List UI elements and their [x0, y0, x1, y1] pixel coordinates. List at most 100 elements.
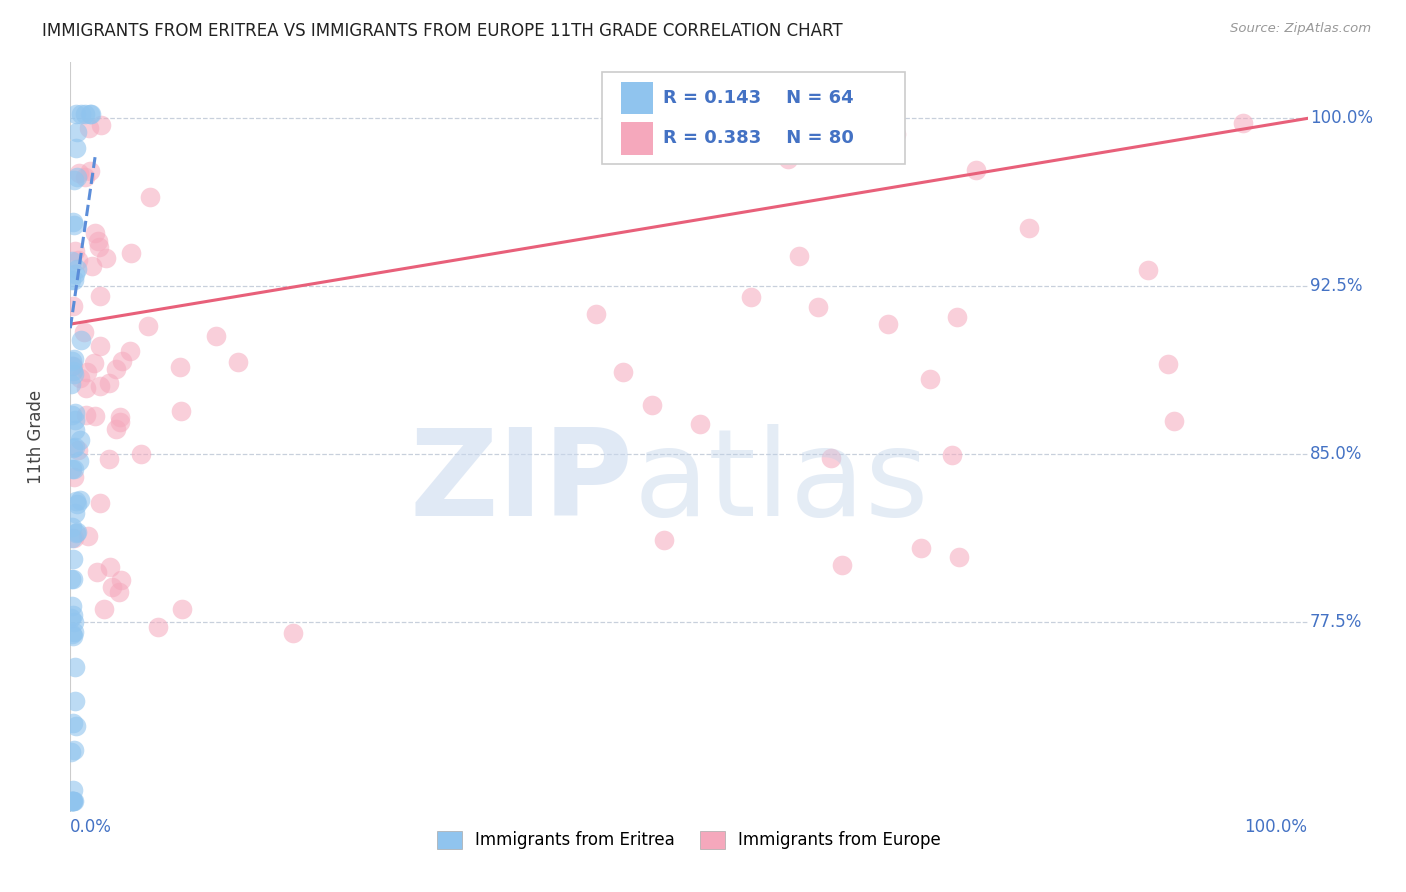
- Point: [62, 273, 84, 287]
- Text: 77.5%: 77.5%: [1310, 613, 1362, 631]
- Text: R = 0.383    N = 80: R = 0.383 N = 80: [664, 129, 853, 147]
- Point: [105, 422, 128, 436]
- Text: atlas: atlas: [633, 424, 929, 541]
- Point: [63, 423, 86, 437]
- Point: [65, 493, 87, 508]
- Point: [170, 403, 193, 417]
- Point: [63, 506, 86, 520]
- Point: [778, 153, 800, 167]
- Point: [858, 139, 880, 153]
- Point: [65, 141, 87, 155]
- Point: [63, 743, 86, 757]
- Point: [131, 447, 153, 461]
- Point: [60, 359, 83, 374]
- Point: [1163, 414, 1185, 428]
- Point: [62, 462, 84, 476]
- Point: [86, 234, 108, 248]
- Point: [60, 520, 83, 534]
- Point: [60, 793, 83, 807]
- Point: [66, 170, 89, 185]
- Point: [63, 352, 86, 367]
- Point: [787, 249, 810, 263]
- Point: [612, 365, 634, 379]
- Point: [63, 413, 86, 427]
- Point: [60, 461, 83, 475]
- Point: [63, 470, 86, 484]
- Text: 92.5%: 92.5%: [1310, 277, 1362, 295]
- Point: [72, 325, 94, 339]
- Point: [66, 125, 89, 139]
- Point: [60, 626, 83, 640]
- Point: [63, 219, 86, 233]
- Point: [65, 498, 87, 512]
- Point: [98, 560, 121, 574]
- Point: [120, 246, 142, 260]
- Point: [89, 338, 111, 352]
- Point: [80, 107, 103, 121]
- Point: [93, 602, 115, 616]
- Point: [75, 381, 97, 395]
- Point: [1157, 357, 1180, 371]
- Point: [67, 442, 90, 457]
- Point: [948, 549, 970, 564]
- Point: [73, 170, 96, 185]
- Point: [136, 319, 159, 334]
- Point: [644, 145, 666, 159]
- Point: [62, 215, 84, 229]
- Text: 11th Grade: 11th Grade: [27, 390, 45, 484]
- Point: [1136, 263, 1159, 277]
- Point: [920, 372, 942, 386]
- Point: [965, 162, 987, 177]
- Legend: Immigrants from Eritrea, Immigrants from Europe: Immigrants from Eritrea, Immigrants from…: [430, 824, 948, 855]
- Text: IMMIGRANTS FROM ERITREA VS IMMIGRANTS FROM EUROPE 11TH GRADE CORRELATION CHART: IMMIGRANTS FROM ERITREA VS IMMIGRANTS FR…: [42, 22, 842, 40]
- Point: [60, 793, 83, 807]
- Point: [60, 532, 83, 546]
- Point: [70, 333, 93, 347]
- Point: [63, 267, 86, 281]
- Point: [820, 451, 842, 466]
- Point: [97, 376, 120, 391]
- Point: [108, 415, 131, 429]
- Point: [96, 251, 118, 265]
- Text: 100.0%: 100.0%: [1244, 819, 1308, 837]
- Point: [77, 529, 100, 543]
- Point: [62, 572, 84, 586]
- Point: [139, 190, 162, 204]
- Point: [60, 599, 83, 613]
- Point: [62, 368, 84, 382]
- Point: [62, 629, 84, 643]
- Text: 85.0%: 85.0%: [1310, 445, 1362, 463]
- Point: [1232, 116, 1254, 130]
- Point: [946, 310, 969, 324]
- Point: [886, 127, 908, 141]
- Point: [652, 533, 675, 548]
- Point: [831, 558, 853, 572]
- Point: [63, 532, 86, 546]
- Point: [76, 365, 98, 379]
- Point: [80, 260, 103, 274]
- Text: ZIP: ZIP: [409, 424, 633, 541]
- Point: [79, 107, 101, 121]
- Point: [111, 353, 134, 368]
- Point: [228, 355, 250, 369]
- Point: [67, 166, 90, 180]
- Point: [169, 359, 191, 374]
- Point: [62, 793, 84, 807]
- Point: [63, 793, 86, 807]
- Point: [65, 107, 87, 121]
- Point: [62, 793, 84, 807]
- Point: [63, 173, 86, 187]
- FancyBboxPatch shape: [621, 82, 652, 114]
- FancyBboxPatch shape: [602, 72, 905, 163]
- Point: [110, 574, 132, 588]
- Point: [1018, 220, 1040, 235]
- Point: [89, 289, 111, 303]
- Point: [69, 433, 91, 447]
- Point: [65, 244, 87, 258]
- Text: Source: ZipAtlas.com: Source: ZipAtlas.com: [1230, 22, 1371, 36]
- Point: [69, 492, 91, 507]
- Point: [59, 572, 82, 586]
- Point: [98, 452, 121, 467]
- Point: [105, 362, 128, 376]
- Point: [63, 625, 86, 640]
